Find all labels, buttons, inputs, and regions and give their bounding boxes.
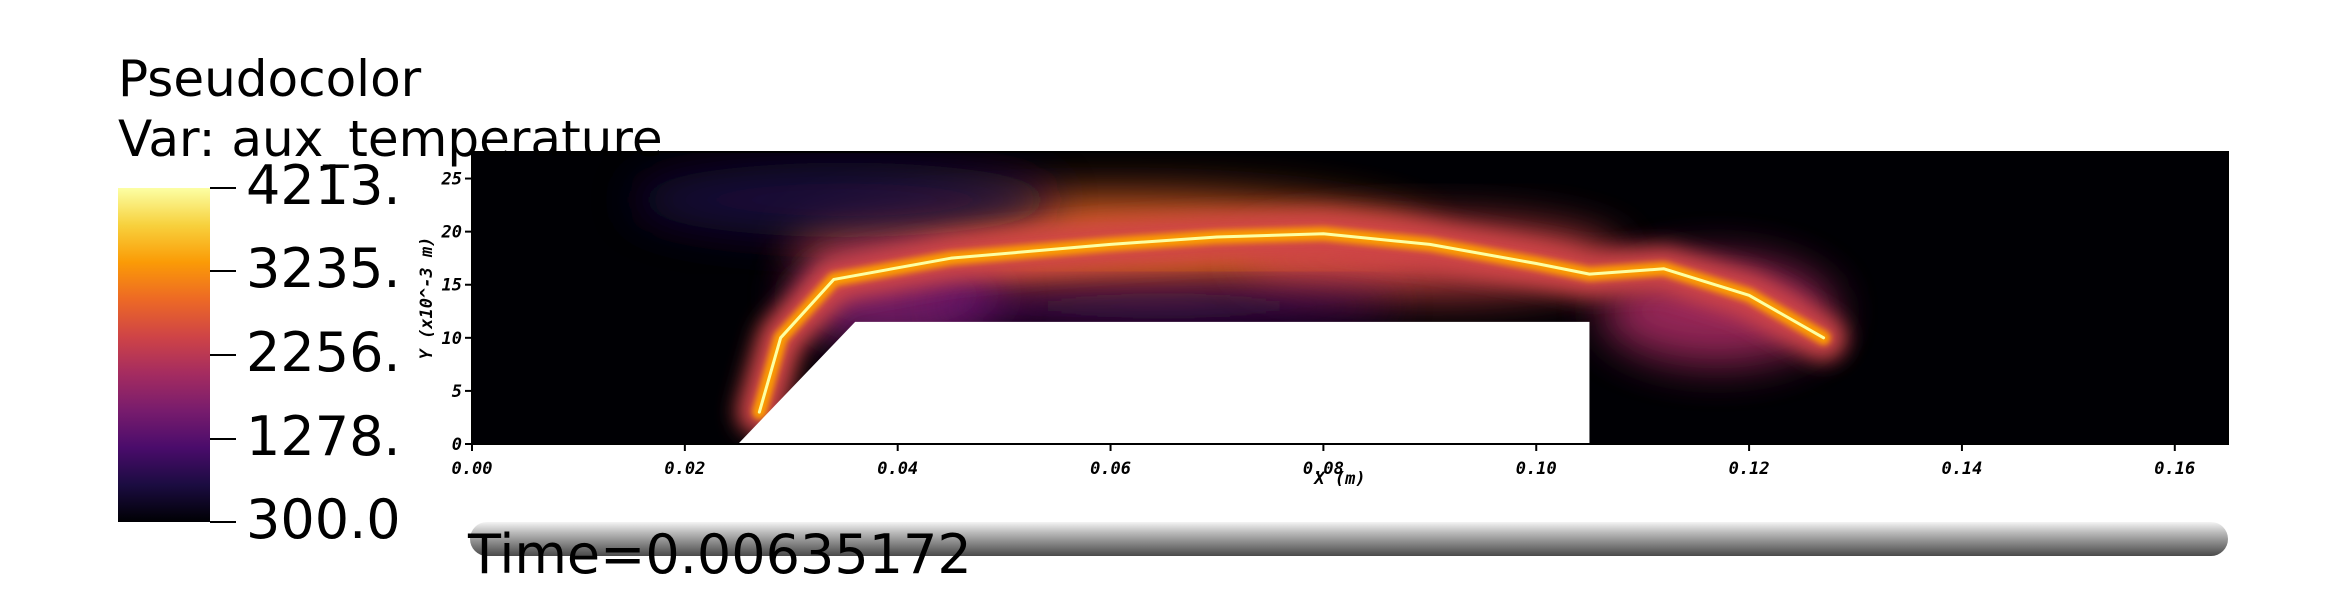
y-tick-label: 15 [442,276,462,296]
y-tick-label: 20 [441,223,462,243]
x-axis: 0.00 0.02 0.04 0.06 0.08 0.10 0.12 0.14 0.16 [452,444,2195,479]
y-axis-label: Y (x10^-3 m) [417,237,437,360]
colorbar-label: 300.0 [246,488,401,551]
colorbar-tick [210,521,236,523]
y-tick-label: 10 [442,329,462,349]
obstacle-block [738,321,1590,444]
colorbar-label: 3235. [246,237,401,301]
flame-core [757,232,1826,414]
y-tick-label: 0 [452,435,462,455]
y-tick-label: 25 [441,170,462,190]
hot-region [631,162,1058,237]
x-tick-label: 0.02 [664,459,705,479]
x-tick-label: 0.14 [1941,459,1982,479]
colorbar-tick [210,187,236,189]
time-label: Time=0.00635172 [468,523,972,586]
colorbar-label: 1278. [246,404,401,468]
x-tick-label: 0.04 [877,459,918,479]
hot-region [929,288,1398,323]
colorbar [118,188,210,522]
y-axis: 0 5 10 15 20 25 [441,170,472,455]
x-tick-label: 0.16 [2154,459,2195,479]
colorbar-swatch [118,188,210,522]
x-tick-label: 0.12 [1729,459,1770,479]
time-slider[interactable] [470,522,2228,556]
colorbar-tick [210,270,236,273]
y-tick-label: 5 [452,382,462,402]
colorbar-tick [210,354,236,357]
x-tick-label: 0.00 [452,459,493,479]
legend-title: Pseudocolor [118,50,422,108]
colorbar-tick [210,437,236,440]
x-tick-label: 0.06 [1090,459,1131,479]
x-tick-label: 0.10 [1516,459,1557,479]
colorbar-label: 4213. [246,154,401,217]
legend-variable: Var: aux_temperature [118,110,663,168]
x-axis-label: X (m) [1312,469,1365,489]
plot-frame [471,151,2229,445]
colorbar-label: 2256. [246,321,401,385]
x-tick-label: 0.08 [1303,459,1344,479]
